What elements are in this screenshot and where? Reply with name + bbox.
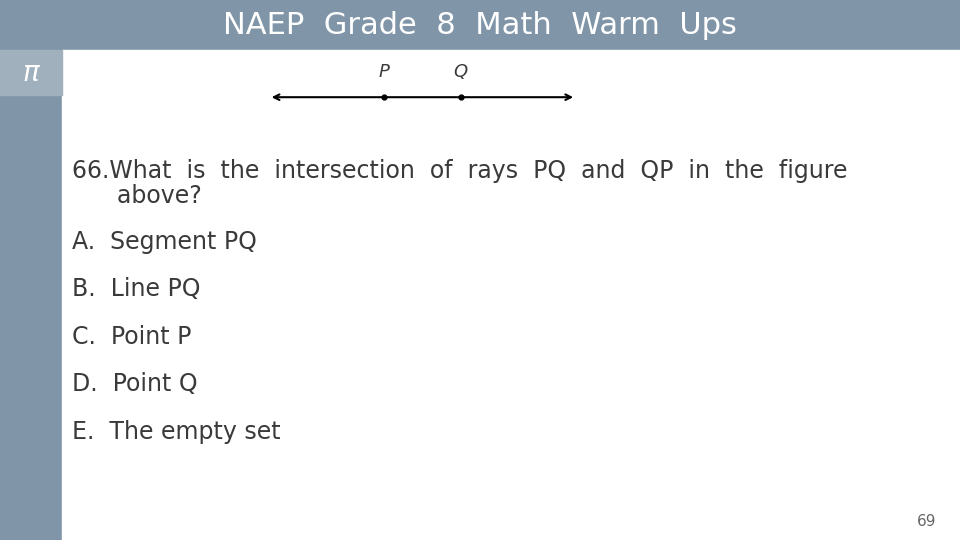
Text: P: P	[378, 63, 390, 81]
Bar	[0, 0, 960, 50]
Text: 66.What  is  the  intersection  of  rays  PQ  and  QP  in  the  figure: 66.What is the intersection of rays PQ a…	[72, 159, 848, 183]
Text: π: π	[23, 59, 39, 86]
Bar	[0, 50, 62, 95]
Text: above?: above?	[72, 184, 202, 207]
Text: A.  Segment PQ: A. Segment PQ	[72, 230, 257, 253]
Text: Q: Q	[454, 63, 468, 81]
Text: D.  Point Q: D. Point Q	[72, 372, 198, 396]
Bar	[0, 50, 62, 540]
Text: C.  Point P: C. Point P	[72, 325, 191, 348]
Text: E.  The empty set: E. The empty set	[72, 420, 280, 443]
Text: 69: 69	[917, 514, 936, 529]
Text: NAEP  Grade  8  Math  Warm  Ups: NAEP Grade 8 Math Warm Ups	[223, 11, 737, 39]
Text: B.  Line PQ: B. Line PQ	[72, 277, 201, 301]
